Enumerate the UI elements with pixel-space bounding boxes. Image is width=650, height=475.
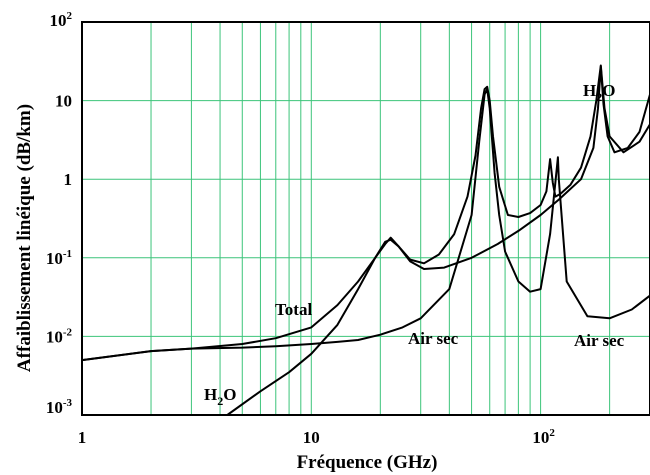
series-line-h2o: [226, 65, 650, 416]
curve-annotation: H2O: [583, 81, 615, 104]
y-tick-label: 1: [64, 170, 73, 189]
x-tick-label: 1: [78, 428, 87, 447]
series-line-total: [81, 64, 650, 362]
grid: [82, 22, 650, 415]
curve-annotations: Total Air sec Air sec H2O H2O: [204, 81, 625, 408]
x-tick-labels: 1 10 102: [78, 427, 556, 447]
curves: [81, 64, 650, 416]
x-tick-label: 102: [532, 427, 555, 447]
y-tick-label: 10-1: [46, 248, 72, 268]
y-tick-label: 10-2: [46, 326, 73, 346]
y-tick-label: 102: [50, 10, 73, 30]
y-tick-label: 10-3: [46, 397, 73, 417]
series-line-air-sec: [81, 88, 650, 362]
x-axis-title: Fréquence (GHz): [297, 452, 438, 473]
y-tick-labels: 10-3 10-2 10-1 1 10 102: [46, 10, 73, 417]
y-tick-label: 10: [55, 92, 72, 111]
curve-annotation: Air sec: [574, 331, 625, 350]
curve-annotation: Total: [275, 300, 312, 319]
curve-annotation: H2O: [204, 385, 236, 408]
x-tick-label: 10: [303, 428, 320, 447]
y-axis-title: Affaiblissement linéique (dB/km): [14, 104, 35, 372]
plot-frame: [81, 21, 650, 416]
curve-annotation: Air sec: [408, 329, 459, 348]
